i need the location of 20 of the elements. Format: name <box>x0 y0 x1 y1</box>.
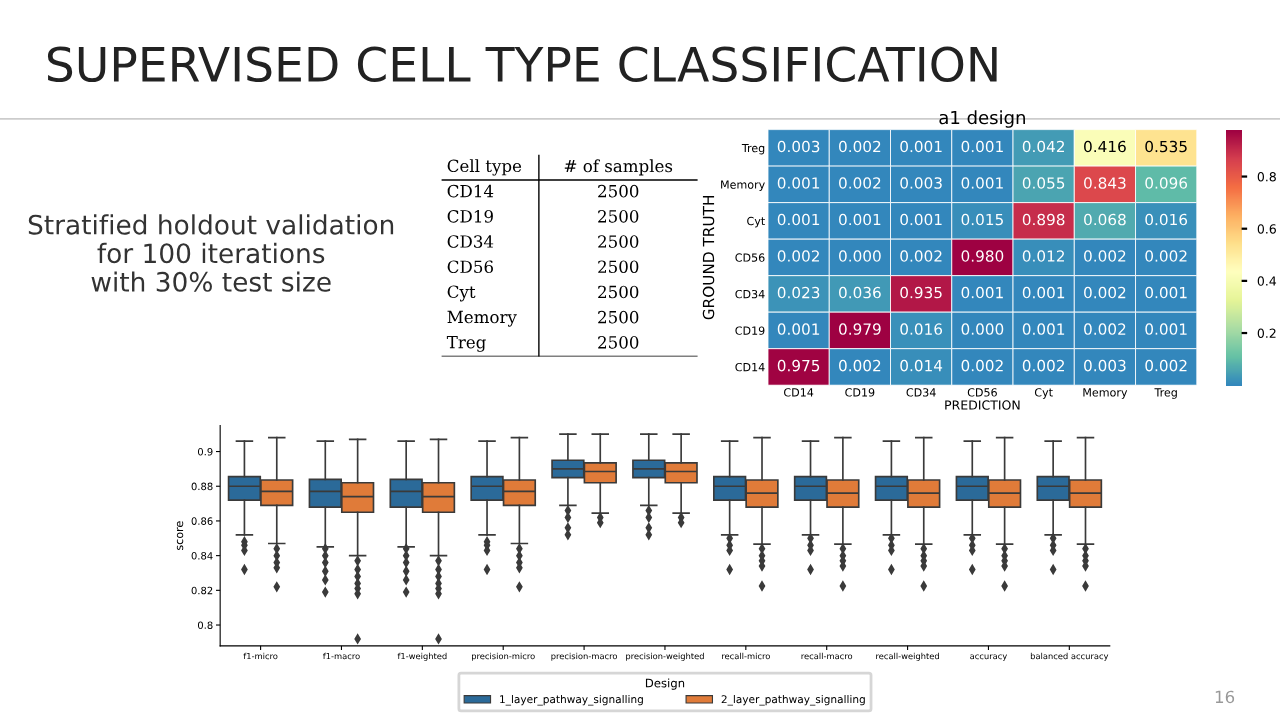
text: # of samples <box>564 159 673 176</box>
data-label: 2500 <box>598 285 639 299</box>
data-label: 2500 <box>598 310 639 324</box>
category-label: CD34 <box>447 235 494 248</box>
data-label: 2500 <box>598 336 639 349</box>
text: 16 <box>1215 690 1235 704</box>
category-label: Treg <box>446 336 486 352</box>
data-label: 2500 <box>598 235 639 248</box>
text: Stratified holdout validation for 100 iterations with 30% test size <box>28 214 394 292</box>
data-label: 2500 <box>598 210 639 223</box>
data-label: 2500 <box>598 184 639 198</box>
data-label: 2500 <box>598 260 639 274</box>
category-label: CD56 <box>447 260 493 274</box>
category-label: CD14 <box>447 184 494 198</box>
category-label: CD19 <box>447 210 493 223</box>
category-label: Cyt <box>447 285 476 302</box>
category-label: Memory <box>447 310 517 327</box>
text: SUPERVISED CELL TYPE CLASSIFICATION <box>47 46 997 83</box>
text: Cell type <box>447 159 522 176</box>
chart-title: a1 design <box>939 110 1025 128</box>
